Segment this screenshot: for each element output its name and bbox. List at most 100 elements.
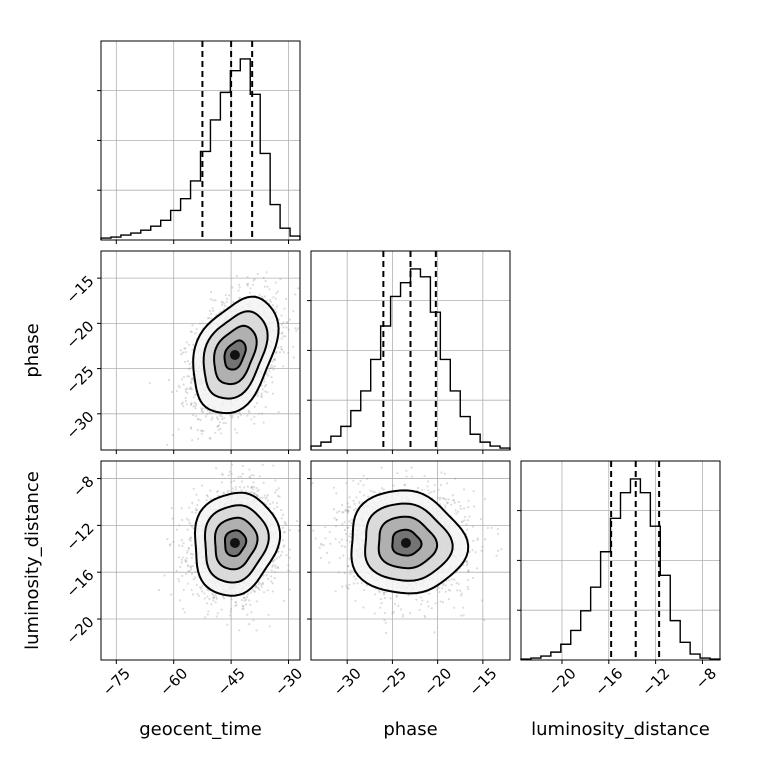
scatter-point xyxy=(256,495,259,498)
scatter-point xyxy=(189,566,192,569)
scatter-point xyxy=(204,616,207,619)
scatter-point xyxy=(190,588,193,592)
scatter-point xyxy=(262,276,265,279)
scatter-point xyxy=(229,610,232,613)
scatter-point xyxy=(292,310,295,313)
scatter-point xyxy=(202,429,205,433)
scatter-point xyxy=(287,328,290,331)
scatter-point xyxy=(272,464,275,467)
scatter-point xyxy=(423,614,426,618)
scatter-point xyxy=(283,520,286,524)
scatter-point xyxy=(189,524,193,527)
scatter-point xyxy=(224,293,227,297)
scatter-point xyxy=(234,604,237,607)
histogram-luminosity_distance xyxy=(520,478,721,660)
scatter-point xyxy=(185,557,188,560)
scatter-point xyxy=(222,491,226,494)
scatter-point xyxy=(380,602,383,605)
scatter-point xyxy=(190,402,193,405)
scatter-point xyxy=(231,286,234,289)
scatter-point xyxy=(253,492,256,495)
scatter-point xyxy=(171,433,174,437)
scatter-point xyxy=(186,582,189,585)
scatter-point xyxy=(190,378,193,381)
scatter-point xyxy=(294,327,297,330)
scatter-point xyxy=(347,509,350,513)
scatter-point xyxy=(252,619,255,622)
scatter-point xyxy=(274,479,277,482)
scatter-point xyxy=(235,603,238,607)
scatter-point xyxy=(190,380,193,383)
scatter-point xyxy=(197,499,200,502)
scatter-point xyxy=(275,292,278,295)
scatter-point xyxy=(200,484,204,487)
scatter-point xyxy=(277,411,280,414)
scatter-point xyxy=(202,411,205,414)
scatter-point xyxy=(392,484,395,487)
scatter-point xyxy=(443,472,446,475)
scatter-point xyxy=(288,588,291,591)
scatter-point xyxy=(246,276,249,279)
scatter-point xyxy=(232,490,235,493)
contour-0-2 xyxy=(202,310,269,400)
scatter-point xyxy=(194,402,197,406)
scatter-point xyxy=(163,574,166,577)
scatter-point xyxy=(271,304,274,307)
scatter-point xyxy=(179,349,182,352)
scatter-point xyxy=(222,492,225,495)
scatter-point xyxy=(238,411,241,414)
scatter-point xyxy=(180,561,183,564)
scatter-point xyxy=(350,522,353,525)
scatter-point xyxy=(212,593,215,596)
scatter-point xyxy=(285,321,288,324)
scatter-point xyxy=(220,432,223,435)
scatter-point xyxy=(171,517,174,520)
scatter-point xyxy=(237,283,241,286)
contour-1-0 xyxy=(224,529,248,558)
scatter-point xyxy=(200,429,203,432)
scatter-point xyxy=(272,560,275,563)
scatter-point xyxy=(442,583,445,587)
scatter-point xyxy=(274,566,277,570)
scatter-point xyxy=(190,402,193,405)
scatter-point xyxy=(190,426,193,429)
scatter-point xyxy=(261,496,264,499)
scatter-point xyxy=(197,437,200,440)
scatter-point xyxy=(193,401,196,404)
scatter-point xyxy=(271,564,275,567)
scatter-point xyxy=(184,396,187,400)
scatter-point xyxy=(271,501,275,504)
scatter-point xyxy=(244,490,247,493)
scatter-point xyxy=(187,546,190,549)
scatter-point xyxy=(212,596,215,600)
scatter-point xyxy=(297,327,300,330)
scatter-point xyxy=(217,489,220,493)
scatter-point xyxy=(248,476,252,479)
scatter-point xyxy=(374,593,377,596)
scatter-point xyxy=(348,583,351,587)
scatter-point xyxy=(292,345,295,348)
scatter-point xyxy=(191,324,194,327)
scatter-point xyxy=(280,345,283,349)
scatter-point xyxy=(215,596,218,599)
scatter-point xyxy=(288,548,291,551)
scatter-point xyxy=(252,279,255,282)
density-peak-0 xyxy=(229,350,240,361)
scatter-point xyxy=(256,272,259,276)
scatter-point xyxy=(248,411,251,414)
scatter-point xyxy=(282,513,285,517)
scatter-point xyxy=(194,570,197,573)
scatter-point xyxy=(243,486,246,489)
scatter-point xyxy=(402,613,405,616)
scatter-point xyxy=(282,326,285,329)
scatter-point xyxy=(200,429,203,432)
scatter-point xyxy=(257,587,260,590)
scatter-point xyxy=(265,271,268,274)
scatter-point xyxy=(216,612,219,615)
scatter-point xyxy=(192,487,195,490)
scatter-point xyxy=(283,531,286,534)
scatter-point xyxy=(212,309,215,312)
scatter-point xyxy=(348,535,351,538)
scatter-point xyxy=(221,303,224,307)
scatter-point xyxy=(210,317,213,320)
